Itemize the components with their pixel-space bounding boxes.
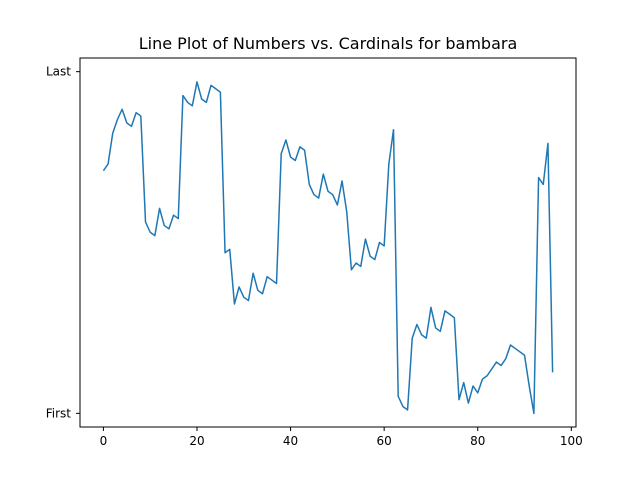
- x-tick-label-40: 40: [283, 434, 298, 448]
- x-tick-label-100: 100: [560, 434, 583, 448]
- chart-title: Line Plot of Numbers vs. Cardinals for b…: [139, 34, 518, 53]
- y-tick-label-last: Last: [46, 65, 71, 79]
- series-line: [102, 81, 554, 415]
- x-tick-label-20: 20: [189, 434, 204, 448]
- x-tick-label-80: 80: [470, 434, 485, 448]
- plot-area: 0 20 40 60 80 100 First Last: [46, 57, 583, 448]
- x-tick-label-60: 60: [377, 434, 392, 448]
- y-tick-label-first: First: [46, 406, 72, 420]
- axes-frame: [79, 57, 577, 428]
- x-tick-label-0: 0: [100, 434, 108, 448]
